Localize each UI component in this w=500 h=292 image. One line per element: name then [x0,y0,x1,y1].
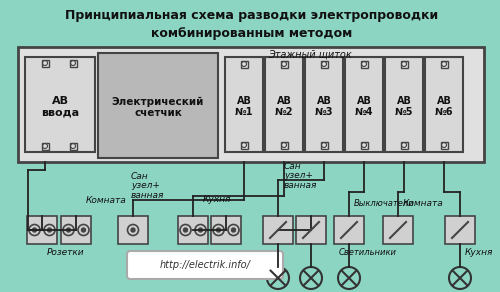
FancyBboxPatch shape [240,142,248,149]
Text: Кухня: Кухня [465,248,494,257]
FancyBboxPatch shape [280,142,287,149]
Text: АВ
№2: АВ №2 [275,96,293,117]
FancyBboxPatch shape [25,57,95,152]
FancyBboxPatch shape [61,216,91,244]
FancyBboxPatch shape [118,216,148,244]
FancyBboxPatch shape [400,60,407,67]
Text: Кухня: Кухня [203,195,232,204]
Circle shape [48,228,52,232]
FancyBboxPatch shape [320,142,328,149]
Circle shape [32,228,36,232]
FancyBboxPatch shape [383,216,413,244]
Circle shape [232,228,235,232]
FancyBboxPatch shape [27,216,57,244]
Circle shape [66,228,70,232]
Text: Комната: Комната [86,196,127,205]
FancyBboxPatch shape [320,60,328,67]
Text: Светильники: Светильники [339,248,397,257]
FancyBboxPatch shape [305,57,343,152]
FancyBboxPatch shape [360,60,368,67]
FancyBboxPatch shape [240,60,248,67]
Text: Принципиальная схема разводки электропроводки
комбинированным методом: Принципиальная схема разводки электропро… [66,9,438,40]
Text: Сан
узел+
ванная: Сан узел+ ванная [284,161,318,190]
FancyBboxPatch shape [98,53,218,158]
FancyBboxPatch shape [18,47,484,162]
Text: Сан
узел+
ванная: Сан узел+ ванная [131,172,164,200]
Text: Электрический
счетчик: Электрический счетчик [112,97,204,118]
Text: АВ
ввода: АВ ввода [41,96,79,117]
Text: АВ
№1: АВ №1 [235,96,254,117]
Text: Этажный щиток: Этажный щиток [268,50,352,60]
Circle shape [184,228,188,232]
FancyBboxPatch shape [334,216,364,244]
FancyBboxPatch shape [385,57,423,152]
FancyBboxPatch shape [360,142,368,149]
Circle shape [198,228,202,232]
Circle shape [216,228,220,232]
FancyBboxPatch shape [211,216,241,244]
Circle shape [82,228,86,232]
Text: АВ
№5: АВ №5 [395,96,413,117]
Text: http://electrik.info/: http://electrik.info/ [160,260,250,270]
Text: АВ
№6: АВ №6 [435,96,453,117]
Text: АВ
№4: АВ №4 [355,96,373,117]
Text: Розетки: Розетки [47,248,84,257]
FancyBboxPatch shape [178,216,208,244]
FancyBboxPatch shape [345,57,383,152]
FancyBboxPatch shape [225,57,263,152]
FancyBboxPatch shape [42,142,48,150]
FancyBboxPatch shape [265,57,303,152]
FancyBboxPatch shape [440,60,448,67]
Text: Выключатели: Выключатели [354,199,415,208]
FancyBboxPatch shape [127,251,283,279]
Text: Комната: Комната [403,199,444,208]
FancyBboxPatch shape [440,142,448,149]
Text: АВ
№3: АВ №3 [315,96,333,117]
FancyBboxPatch shape [425,57,463,152]
FancyBboxPatch shape [400,142,407,149]
FancyBboxPatch shape [70,60,76,67]
FancyBboxPatch shape [445,216,475,244]
FancyBboxPatch shape [263,216,293,244]
FancyBboxPatch shape [70,142,76,150]
Circle shape [131,228,135,232]
FancyBboxPatch shape [42,60,48,67]
FancyBboxPatch shape [280,60,287,67]
FancyBboxPatch shape [296,216,326,244]
